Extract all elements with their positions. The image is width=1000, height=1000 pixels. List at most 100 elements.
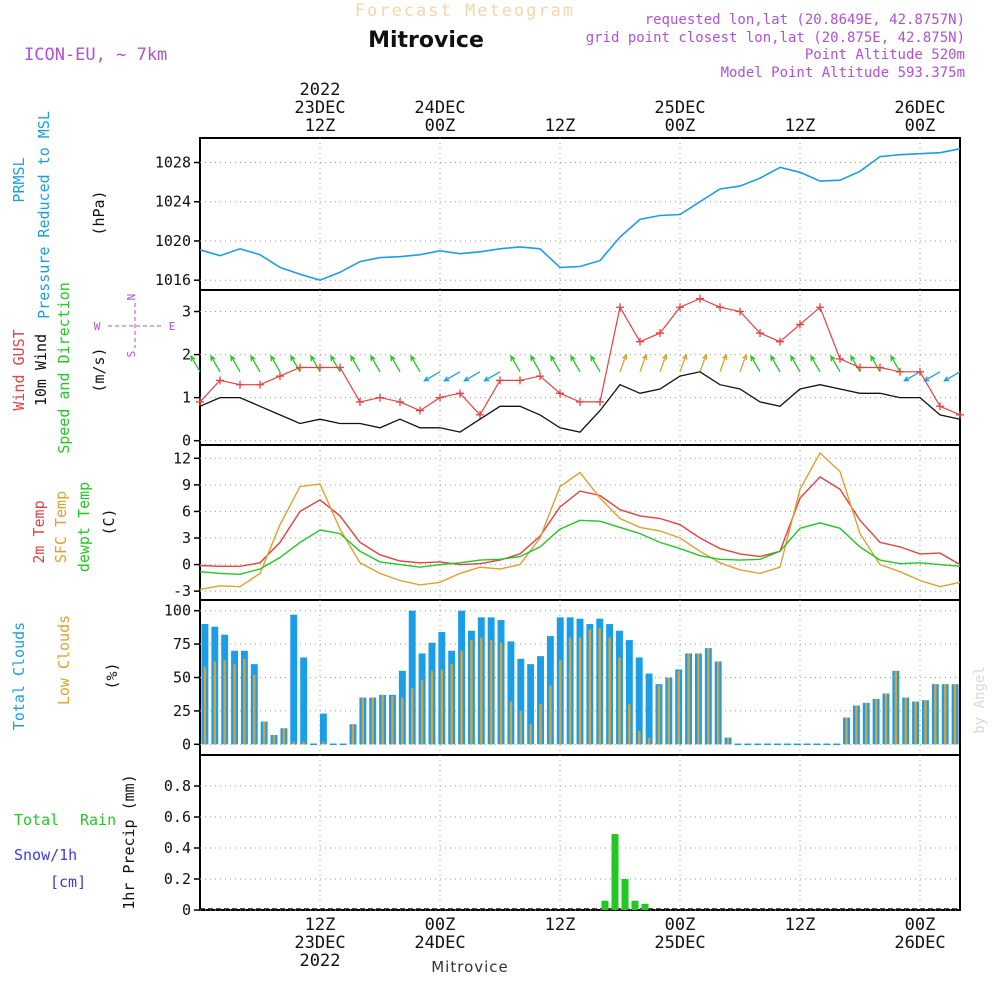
wind-label-10m: 10m Wind (32, 334, 50, 406)
low-cloud-bar (420, 680, 424, 745)
wind-direction-arrow (230, 355, 241, 373)
wind-arrow-head (790, 354, 796, 362)
wind-arrow-head (870, 354, 876, 362)
total-cloud-bar (625, 640, 633, 745)
wind-direction-arrow (904, 371, 921, 382)
wind-direction-arrow (390, 355, 401, 373)
model-altitude: Model Point Altitude 593.375m (721, 65, 965, 81)
wind-arrow-head (722, 353, 728, 360)
gust-marker (536, 372, 544, 381)
compass-west: W (94, 320, 101, 333)
total-cloud-bar (645, 673, 653, 745)
compass-rose: N S W E (94, 294, 176, 358)
low-cloud-bar (361, 697, 365, 745)
low-cloud-bar (638, 730, 641, 745)
compass-south: S (125, 351, 138, 358)
wind-direction-arrow (484, 371, 501, 382)
wind-arrow-head (410, 354, 416, 362)
low-cloud-bar (904, 697, 907, 745)
low-cloud-bar (489, 640, 493, 745)
wind-direction-arrow (444, 371, 461, 382)
low-cloud-bar (598, 628, 601, 745)
location-title: Mitrovice (368, 28, 484, 53)
low-cloud-bar (934, 684, 937, 745)
wind-direction-arrow (679, 354, 687, 373)
total-cloud-bar (635, 657, 643, 745)
wind-direction-arrow (570, 355, 581, 373)
bottom-time-label: 00Z (425, 915, 456, 935)
panel-frame (199, 444, 961, 601)
cloud-label-total: Total Clouds (10, 622, 28, 730)
gust-marker (276, 372, 284, 381)
gust-marker (596, 397, 604, 406)
wind-arrow-head (662, 353, 668, 360)
total-cloud-bar (537, 656, 544, 745)
y-tick-label: 1020 (155, 232, 191, 250)
panel-1: 1016 1020 1024 1028 (155, 137, 961, 291)
wind-arrow-head (463, 376, 470, 382)
top-time-label: 12Z (305, 116, 336, 136)
low-cloud-bar (608, 637, 611, 745)
low-cloud-bar (233, 664, 236, 745)
pressure-unit: (hPa) (90, 190, 108, 235)
series-10m-wind-line (199, 371, 961, 433)
cloud-labels: Total Clouds Low Clouds (%) (10, 615, 121, 730)
total-cloud-bar (300, 657, 308, 745)
model-label: ICON-EU, ~ 7km (24, 45, 167, 65)
low-cloud-bar (203, 666, 207, 745)
low-cloud-bar (460, 650, 463, 745)
gust-marker (696, 294, 704, 303)
wind-arrow-head (210, 354, 216, 362)
wind-arrow-head (423, 376, 430, 382)
top-time-label: 25DEC (654, 98, 705, 118)
gust-marker (496, 376, 504, 385)
low-cloud-bar (401, 697, 404, 745)
low-cloud-bar (865, 702, 868, 745)
compass-east: E (169, 320, 176, 333)
wind-direction-arrow (550, 355, 561, 373)
wind-direction-arrow (850, 355, 861, 373)
y-tick-label: 1016 (155, 271, 191, 289)
low-cloud-bar (292, 741, 295, 745)
wind-direction-arrow (190, 355, 201, 373)
wind-arrow-head (250, 354, 256, 362)
wind-direction-arrow (424, 371, 441, 382)
gust-marker (256, 380, 264, 389)
gust-marker (876, 363, 884, 372)
temp-label-sfc: SFC Temp (52, 491, 70, 563)
wind-arrow-head (850, 354, 856, 362)
series-sfc-temp-line (199, 451, 961, 591)
low-cloud-bar (450, 664, 453, 745)
wind-direction-arrow (830, 355, 841, 373)
bottom-time-label: 12Z (305, 915, 336, 935)
y-tick-label: 25 (173, 702, 191, 720)
rain-bar (641, 903, 649, 910)
wind-arrow-head (642, 353, 648, 360)
low-cloud-bar (657, 685, 661, 745)
y-tick-label: 3 (182, 303, 191, 321)
wind-direction-arrow (870, 355, 881, 373)
low-cloud-bar (430, 670, 434, 745)
plot-layer: 10161020102410280123-3036912025507510000… (155, 80, 964, 971)
low-cloud-bar (213, 661, 216, 745)
wind-direction-arrow (590, 355, 601, 373)
top-time-label: 00Z (425, 116, 456, 136)
gust-marker (956, 410, 964, 419)
low-cloud-bar (440, 669, 444, 745)
wind-arrow-head (290, 354, 296, 362)
wind-unit: (m/s) (90, 347, 108, 392)
low-cloud-bar (667, 677, 671, 745)
low-cloud-bar (470, 640, 473, 745)
gust-marker (236, 380, 244, 389)
gust-marker (716, 303, 724, 312)
wind-arrow-head (923, 376, 930, 382)
low-cloud-bar (262, 721, 266, 745)
y-tick-label: 0 (182, 901, 191, 919)
wind-arrow-head (622, 353, 628, 360)
low-cloud-bar (874, 698, 878, 745)
bottom-time-label: 2022 (300, 951, 341, 971)
temp-labels: 2m Temp SFC Temp dewpt Temp (C) (30, 482, 118, 572)
gust-marker (916, 367, 924, 376)
low-cloud-bar (371, 697, 374, 745)
